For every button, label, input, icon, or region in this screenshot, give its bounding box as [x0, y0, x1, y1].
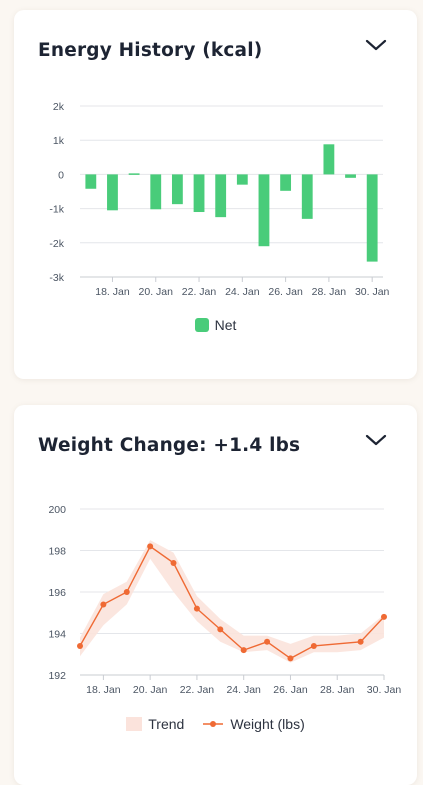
energy-card-title: Energy History (kcal)	[38, 40, 263, 61]
weight-x-tick-label: 30. Jan	[367, 684, 402, 696]
legend-item-net[interactable]: Net	[194, 317, 237, 333]
weight-point	[170, 559, 177, 566]
energy-y-tick-label: -1k	[49, 204, 64, 216]
energy-x-tick-label: 18. Jan	[95, 286, 130, 298]
weight-y-tick-label: 192	[48, 670, 66, 682]
energy-x-tick-label: 20. Jan	[139, 286, 174, 298]
energy-bar	[215, 174, 227, 218]
energy-bar	[236, 174, 248, 185]
energy-y-tick-label: 1k	[53, 135, 65, 147]
energy-bar	[366, 174, 378, 262]
weight-point	[240, 647, 247, 654]
energy-bar	[193, 174, 205, 213]
legend-item-trend[interactable]: Trend	[126, 716, 184, 732]
energy-y-tick-label: -3k	[49, 272, 64, 284]
weight-swatch	[203, 721, 224, 727]
energy-bar	[107, 174, 118, 211]
net-swatch	[194, 318, 209, 332]
energy-x-tick-label: 28. Jan	[312, 286, 347, 298]
trend-band	[80, 540, 384, 663]
weight-point	[357, 638, 364, 645]
energy-legend: Net	[14, 317, 417, 333]
energy-bar	[301, 174, 313, 219]
weight-change-card: Weight Change: +1.4 lbs 200 198 196 194 192 1…	[14, 405, 417, 785]
energy-x-tick-label: 22. Jan	[182, 286, 217, 298]
trend-swatch	[126, 717, 143, 731]
weight-point	[77, 642, 83, 649]
chevron-down-icon	[365, 434, 387, 446]
energy-y-tick-label: -2k	[49, 238, 64, 250]
legend-net-label: Net	[214, 317, 237, 333]
weight-point	[123, 589, 130, 595]
weight-point	[264, 638, 271, 645]
weight-point	[147, 543, 154, 550]
weight-x-tick-label: 22. Jan	[180, 684, 215, 696]
energy-bar-chart: 2k 1k 0 -1k -2k -3k 18. Jan 20. Jan 22. Jan 24. J…	[49, 101, 390, 298]
energy-bar	[150, 174, 162, 210]
weight-y-tick-label: 196	[48, 587, 66, 599]
weight-legend: Trend Weight (lbs)	[14, 716, 417, 732]
energy-bar	[85, 174, 97, 189]
energy-bar	[345, 174, 356, 178]
energy-x-tick-label: 30. Jan	[355, 286, 390, 298]
weight-x-tick-label: 26. Jan	[273, 684, 308, 696]
energy-bar	[323, 144, 335, 175]
weight-x-tick-label: 24. Jan	[226, 684, 261, 696]
energy-collapse-button[interactable]	[363, 36, 389, 54]
energy-bar	[128, 173, 140, 175]
energy-bar	[280, 174, 292, 191]
legend-trend-label: Trend	[148, 716, 185, 732]
weight-y-tick-label: 200	[48, 504, 66, 516]
weight-y-tick-label: 194	[48, 629, 66, 641]
weight-y-tick-label: 198	[48, 546, 66, 558]
weight-x-tick-label: 28. Jan	[320, 684, 355, 696]
energy-history-card: Energy History (kcal) 2k 1k 0 -1k -2k -3k 18. …	[14, 10, 417, 379]
weight-card-title: Weight Change: +1.4 lbs	[38, 435, 301, 456]
weight-point	[193, 605, 200, 612]
legend-weight-label: Weight (lbs)	[230, 716, 305, 732]
weight-line-chart: 200 198 196 194 192 18. Jan 20. Jan 22. Jan 24. …	[48, 504, 402, 696]
weight-x-tick-label: 20. Jan	[133, 684, 168, 696]
weight-point	[287, 655, 294, 662]
energy-y-tick-label: 2k	[53, 101, 65, 113]
energy-x-tick-label: 26. Jan	[268, 286, 303, 298]
energy-x-tick-label: 24. Jan	[225, 286, 260, 298]
weight-point	[217, 626, 224, 633]
weight-point	[310, 642, 317, 649]
weight-point	[100, 601, 107, 608]
weight-point	[381, 613, 387, 620]
energy-bar	[171, 174, 183, 205]
legend-item-weight[interactable]: Weight (lbs)	[202, 716, 305, 732]
weight-x-tick-label: 18. Jan	[86, 684, 121, 696]
energy-bar	[258, 174, 270, 247]
weight-collapse-button[interactable]	[363, 431, 389, 449]
energy-y-tick-label: 0	[58, 169, 64, 181]
chevron-down-icon	[365, 39, 387, 51]
